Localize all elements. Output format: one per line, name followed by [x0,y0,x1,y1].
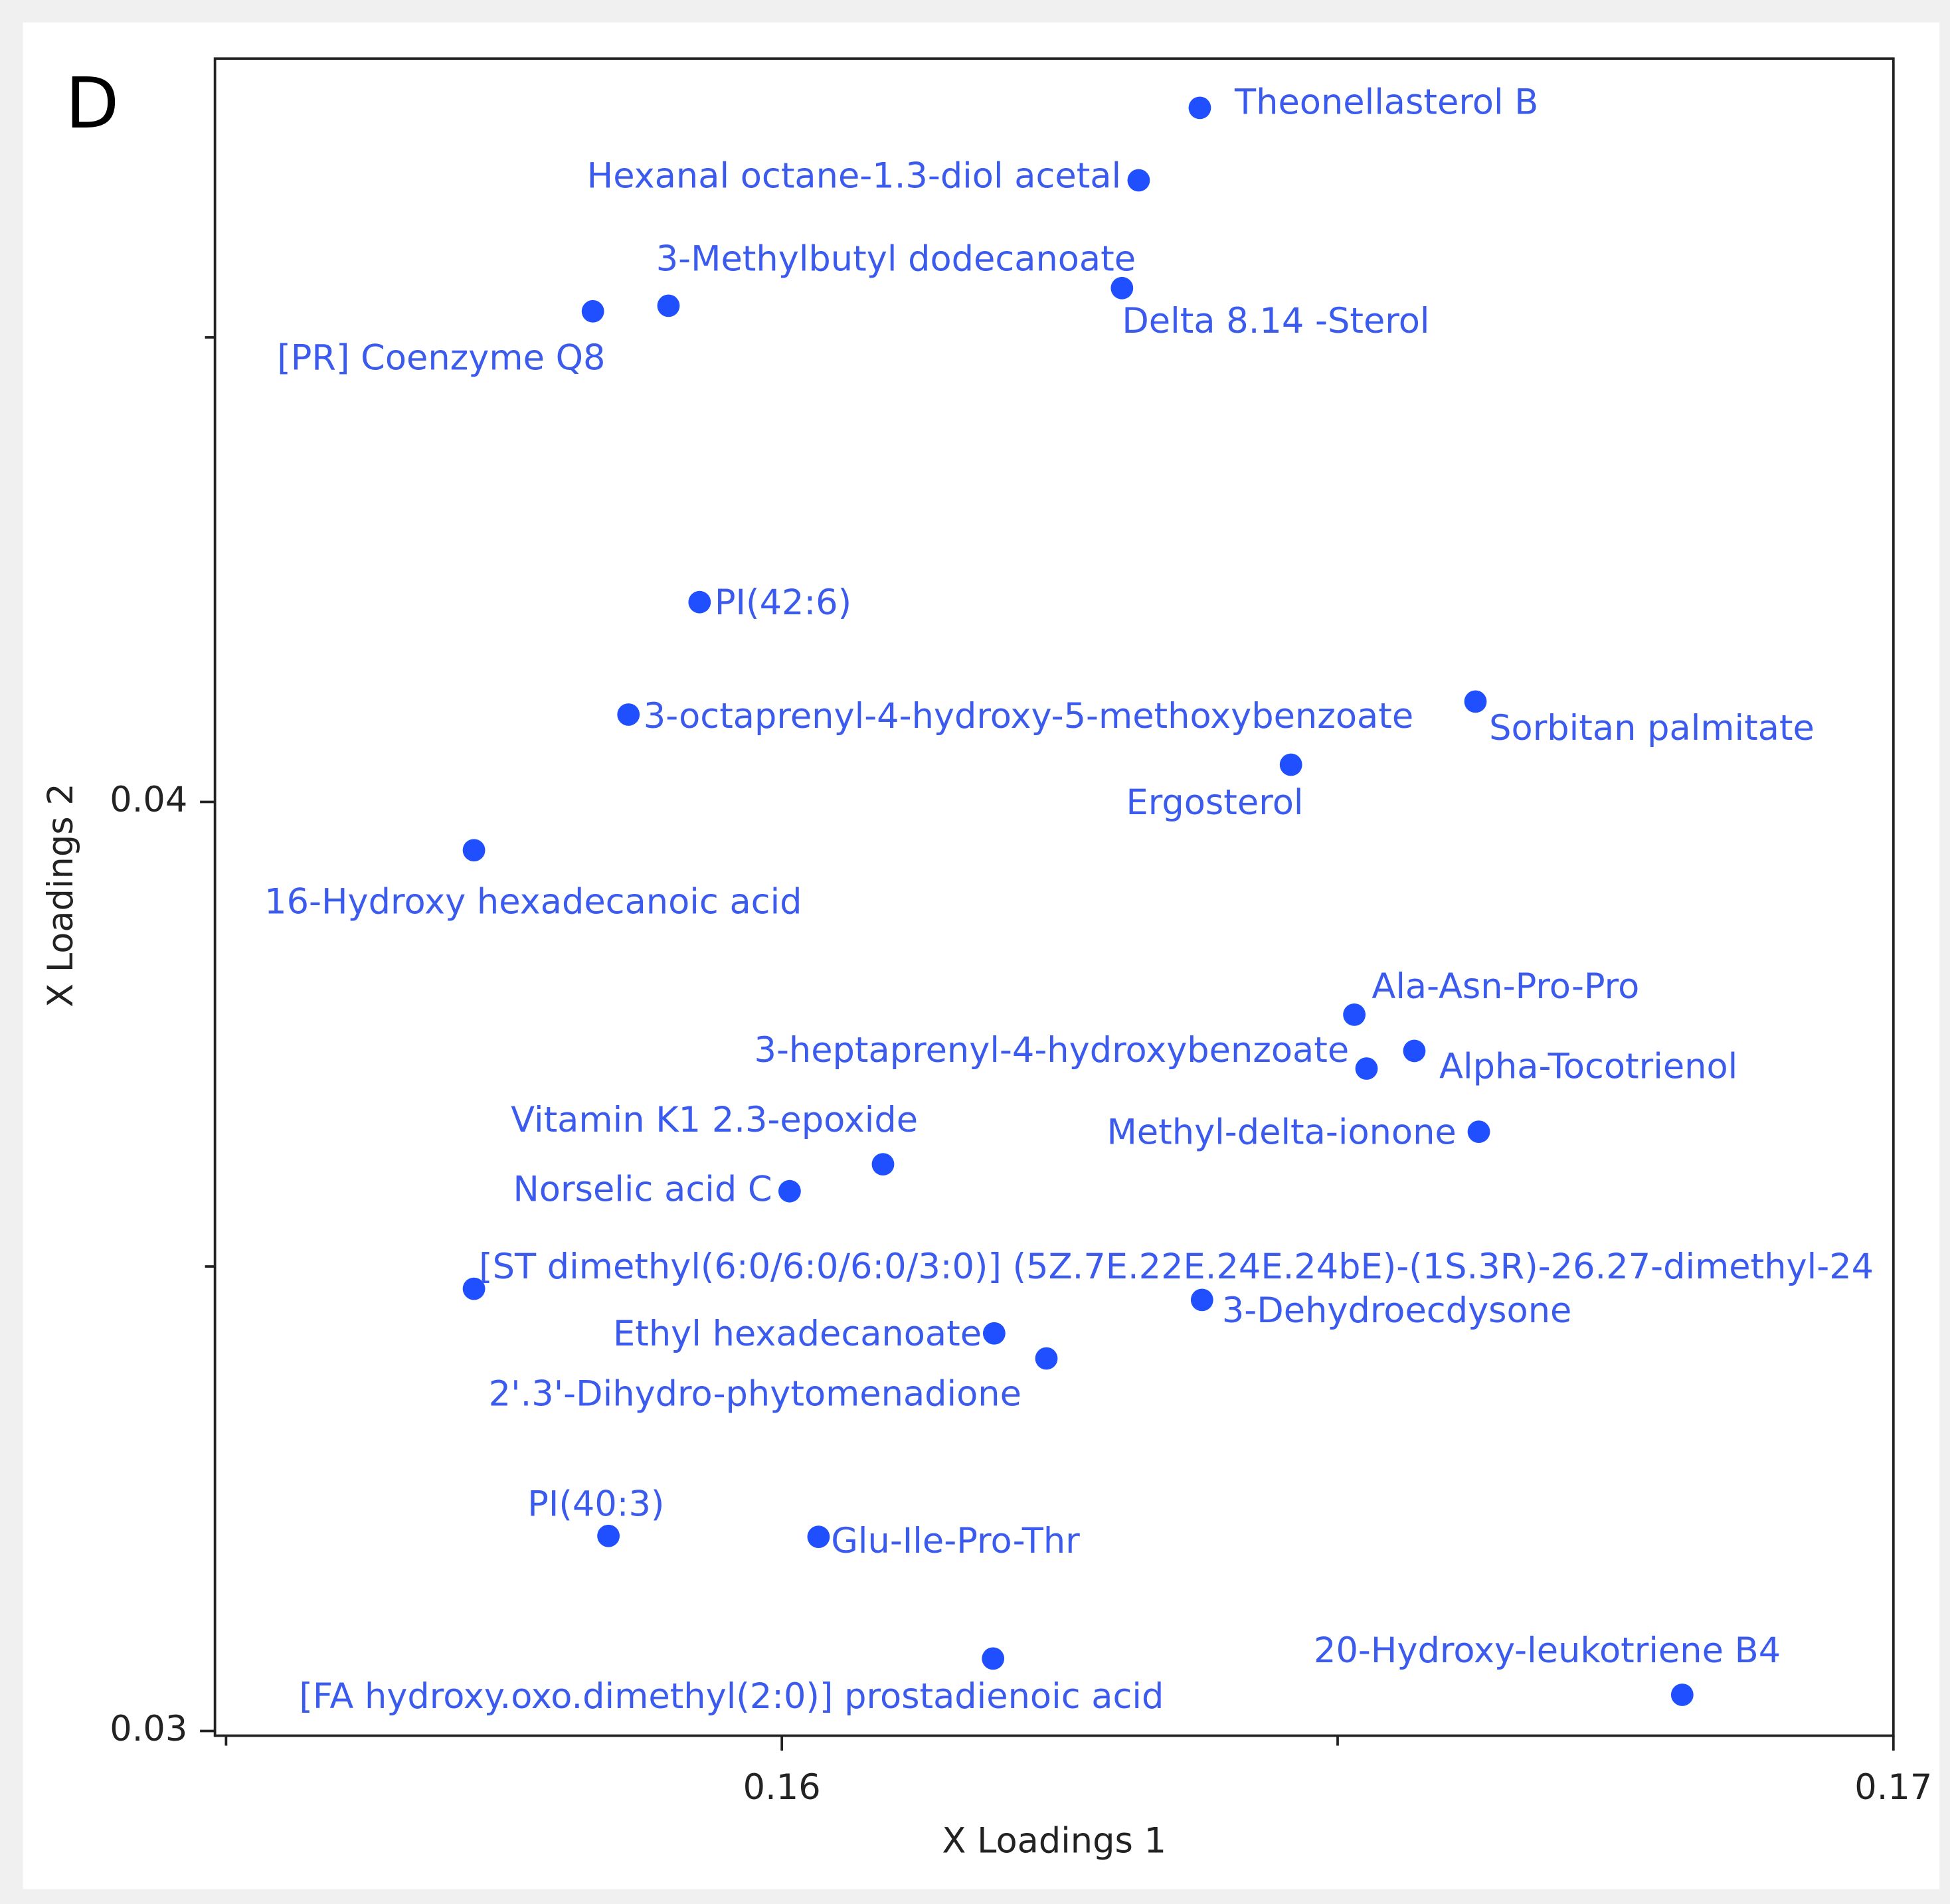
point-label: [PR] Coenzyme Q8 [277,338,605,379]
point-label: [ST dimethyl(6:0/6:0/6:0/3:0)] (5Z.7E.22… [479,1247,1874,1287]
point [581,300,604,323]
point [778,1179,801,1203]
point-label: Ethyl hexadecanoate [613,1314,982,1354]
point [1190,1288,1213,1312]
point [1343,1003,1366,1026]
point-label: 2'.3'-Dihydro-phytomenadione [489,1373,1021,1414]
point-label: 3-Methylbutyl dodecanoate [656,238,1136,279]
point [807,1525,830,1549]
point-label: [FA hydroxy.oxo.dimethyl(2:0)] prostadie… [299,1676,1164,1717]
x-tick-label: 0.16 [743,1767,821,1808]
point-label: Norselic acid C [513,1169,772,1209]
point-label: Ergosterol [1126,782,1303,823]
point [982,1322,1006,1345]
point [1403,1039,1426,1063]
point-label: PI(40:3) [527,1484,664,1524]
point [1467,1120,1490,1144]
y-tick-label: 0.03 [110,1709,187,1749]
panel-background [23,22,1940,1889]
point [1110,276,1134,300]
point-label: Ala-Asn-Pro-Pro [1372,966,1639,1007]
point-label: Vitamin K1 2.3-epoxide [511,1100,918,1140]
plot-frame [213,57,1895,1737]
point [1188,96,1211,120]
point [617,703,640,726]
point-label: 3-octaprenyl-4-hydroxy-5-methoxybenzoate [644,696,1413,736]
panel-letter: D [65,62,119,144]
x-axis-title: X Loadings 1 [942,1821,1166,1861]
point [1279,753,1302,776]
point-label: Sorbitan palmitate [1489,708,1815,748]
point-label: PI(42:6) [715,582,851,623]
point [597,1524,620,1547]
point-label: Alpha-Tocotrienol [1439,1046,1737,1086]
point-label: 3-heptaprenyl-4-hydroxybenzoate [754,1030,1350,1071]
point [1127,169,1150,192]
point-label: Delta 8.14 -Sterol [1122,301,1429,341]
point [982,1647,1005,1670]
point-label: Hexanal octane-1.3-diol acetal [587,155,1121,196]
x-tick-label: 0.17 [1854,1767,1932,1808]
point-label: Glu-Ile-Pro-Thr [831,1521,1080,1561]
point-label: Theonellasterol B [1234,82,1538,122]
point [688,590,711,614]
point [657,294,680,317]
y-axis-title: X Loadings 2 [41,783,81,1007]
point-label: 16-Hydroxy hexadecanoic acid [264,882,802,922]
point [871,1153,895,1176]
point [462,1277,486,1300]
point-label: 3-Dehydroecdysone [1222,1290,1572,1331]
point-label: Methyl-delta-ionone [1107,1112,1456,1153]
point [1355,1057,1378,1080]
point [462,839,486,862]
point-label: 20-Hydroxy-leukotriene B4 [1314,1630,1781,1671]
y-tick-label: 0.04 [110,780,187,820]
point [1464,690,1487,713]
point [1670,1684,1694,1706]
plot-area: Theonellasterol B Hexanal octane-1.3-diol… [264,82,1874,1717]
point [1035,1347,1058,1370]
